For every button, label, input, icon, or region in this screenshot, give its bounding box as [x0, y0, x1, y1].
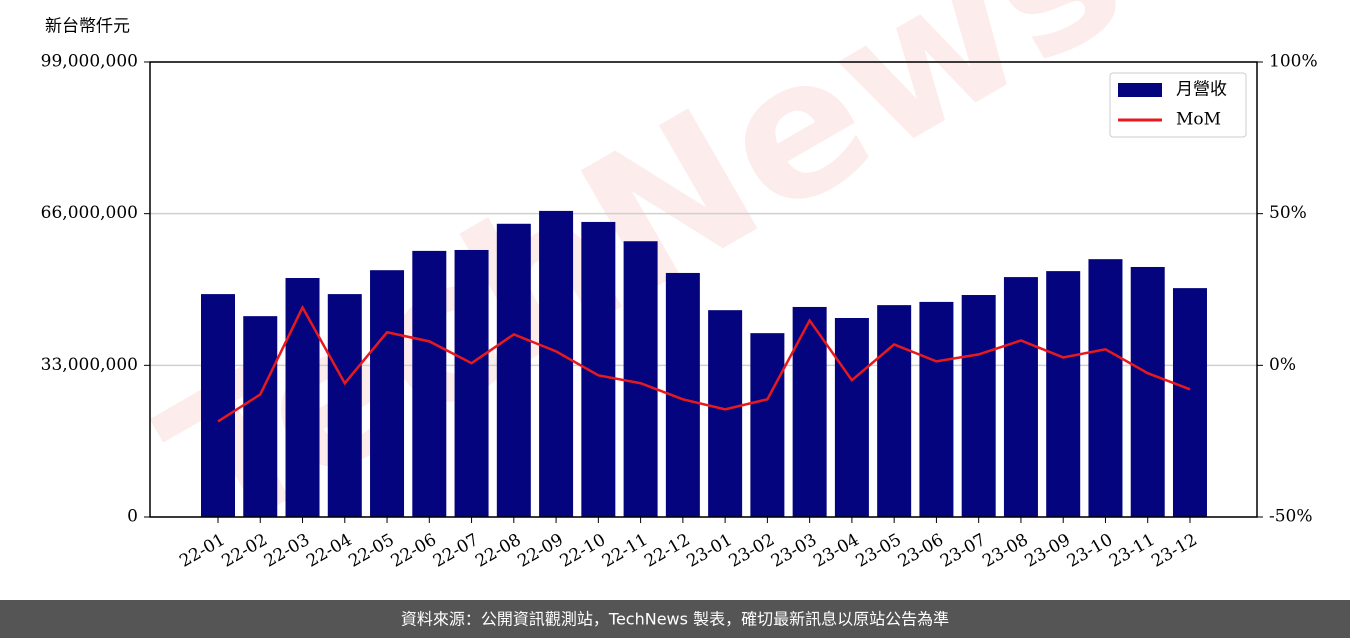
y-axis-label: 新台幣仟元	[45, 17, 130, 37]
x-tick-label: 23-04	[810, 530, 862, 572]
bar	[201, 294, 235, 517]
y2-tick-label: 50%	[1269, 203, 1307, 223]
bar	[1172, 288, 1207, 517]
x-tick-label: 23-01	[683, 530, 735, 572]
bar	[623, 241, 658, 517]
footer-bar	[0, 600, 1350, 638]
x-tick-label: 23-07	[937, 530, 989, 572]
legend-swatch	[1118, 83, 1162, 97]
x-tick-label: 23-12	[1148, 530, 1200, 572]
line	[217, 304, 1191, 423]
bar	[454, 249, 489, 518]
bar	[243, 316, 278, 517]
y2-tick-label: 100%	[1269, 52, 1318, 72]
y-tick-label: 0	[127, 507, 138, 527]
y-tick-label: 33,000,000	[41, 355, 138, 375]
x-tick-label: 22-09	[514, 530, 566, 572]
x-tick-label: 23-02	[726, 530, 778, 572]
bar	[412, 250, 447, 518]
bar	[1003, 277, 1038, 517]
x-tick-label: 22-11	[599, 530, 651, 572]
bar	[1088, 259, 1123, 517]
bar	[496, 223, 531, 517]
footer-text: 資料來源：公開資訊觀測站，TechNews 製表，確切最新訊息以原站公告為準	[401, 610, 949, 629]
x-tick-label: 22-10	[557, 530, 609, 572]
x-tick-label: 22-01	[176, 530, 228, 572]
bar	[539, 210, 574, 517]
bar	[708, 310, 743, 517]
legend-label: MoM	[1176, 110, 1221, 130]
bar	[961, 295, 996, 517]
bar	[919, 301, 954, 517]
x-tick-label: 23-05	[852, 530, 904, 572]
x-tick-label: 23-11	[1106, 530, 1158, 572]
bar	[877, 305, 912, 517]
bar	[285, 278, 320, 517]
x-tick-label: 23-06	[895, 530, 947, 572]
bar	[370, 270, 405, 517]
x-tick-label: 22-06	[388, 530, 440, 572]
x-tick-label: 22-07	[430, 530, 482, 572]
x-tick-label: 22-05	[345, 530, 397, 572]
x-tick-label: 22-12	[641, 530, 693, 572]
x-tick-label: 23-10	[1064, 530, 1116, 572]
legend-label: 月營收	[1176, 80, 1227, 100]
x-tick-label: 22-08	[472, 530, 524, 572]
y2-tick-label: -50%	[1269, 507, 1313, 527]
x-tick-label: 23-09	[1022, 530, 1074, 572]
x-tick-label: 23-03	[768, 530, 820, 572]
bar	[1046, 271, 1081, 517]
bar	[1130, 266, 1165, 517]
plot-frame	[149, 61, 1258, 518]
bar	[327, 294, 362, 517]
x-tick-label: 23-08	[979, 530, 1031, 572]
bar	[834, 317, 869, 517]
y-tick-label: 66,000,000	[41, 203, 138, 223]
y2-tick-label: 0%	[1269, 355, 1296, 375]
bar	[750, 333, 785, 517]
y-tick-label: 99,000,000	[41, 52, 138, 72]
